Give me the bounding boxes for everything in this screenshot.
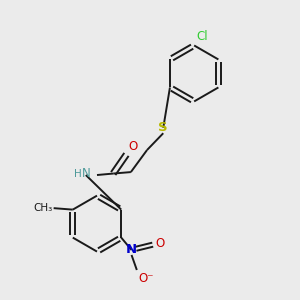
Text: CH₃: CH₃ [33,202,52,213]
Text: N: N [126,244,137,256]
Text: H: H [74,169,82,178]
Text: O: O [129,140,138,153]
Text: S: S [158,122,168,134]
Text: O⁻: O⁻ [138,272,154,285]
Text: Cl: Cl [196,29,208,43]
Text: N: N [82,167,91,180]
Text: O: O [155,237,164,250]
